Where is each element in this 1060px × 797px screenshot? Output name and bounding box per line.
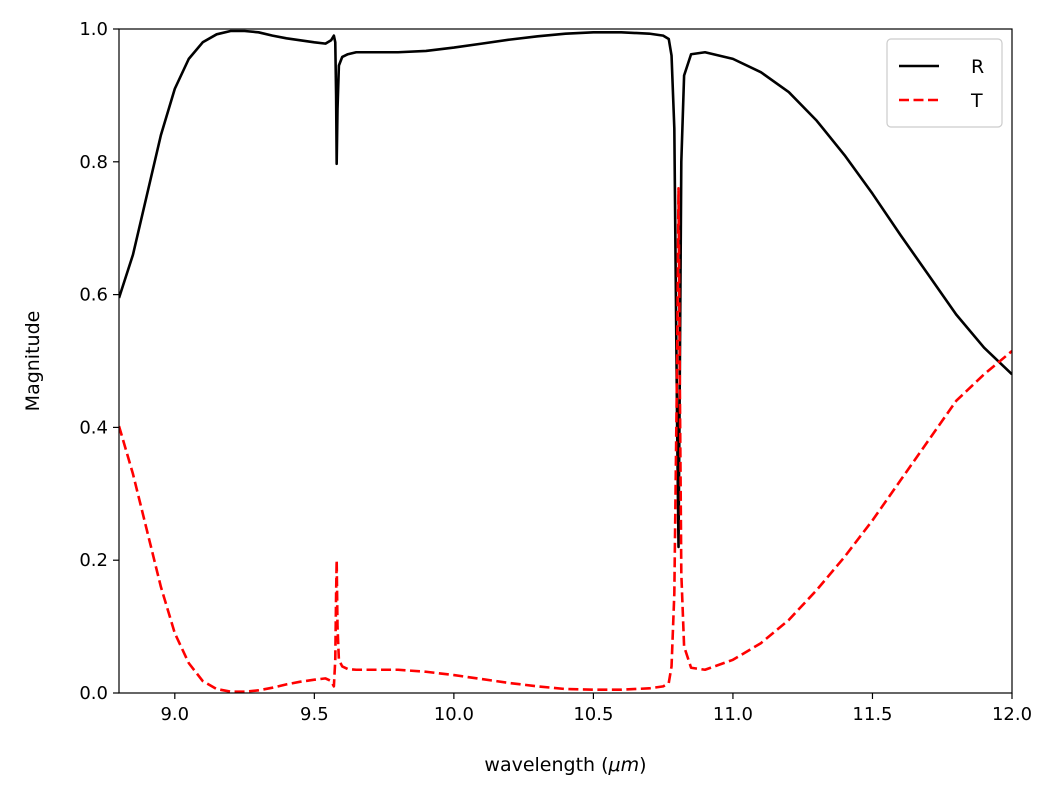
series-line-R (119, 29, 1012, 549)
plot-frame (118, 28, 1013, 694)
y-tick-label: 1.0 (79, 19, 108, 40)
x-tick-label: 11.0 (713, 704, 753, 725)
y-tick-label: 0.4 (79, 417, 108, 438)
y-tick-label: 0.6 (79, 285, 108, 306)
legend-box (886, 38, 1003, 128)
x-tick-label: 9.5 (300, 704, 329, 725)
axis-ticks: 9.0 9.5 10.0 10.5 11.0 11.5 12.0 0.0 0.2 0.4 0.6 0.… (79, 19, 1032, 725)
legend-label-T: T (970, 90, 983, 112)
x-tick-label: 10.0 (434, 704, 474, 725)
series-line-T (119, 187, 1012, 693)
legend-label-R: R (971, 56, 984, 78)
x-tick-label: 12.0 (992, 704, 1032, 725)
x-tick-label: 10.5 (573, 704, 613, 725)
y-tick-label: 0.8 (79, 152, 108, 173)
y-tick-label: 0.0 (79, 683, 108, 704)
y-tick-label: 0.2 (79, 550, 108, 571)
legend: RT (886, 38, 1003, 128)
x-tick-label: 9.0 (160, 704, 189, 725)
x-tick-label: 11.5 (852, 704, 892, 725)
x-axis-label: wavelength (μm) (484, 754, 646, 776)
y-axis-label: Magnitude (22, 311, 44, 412)
